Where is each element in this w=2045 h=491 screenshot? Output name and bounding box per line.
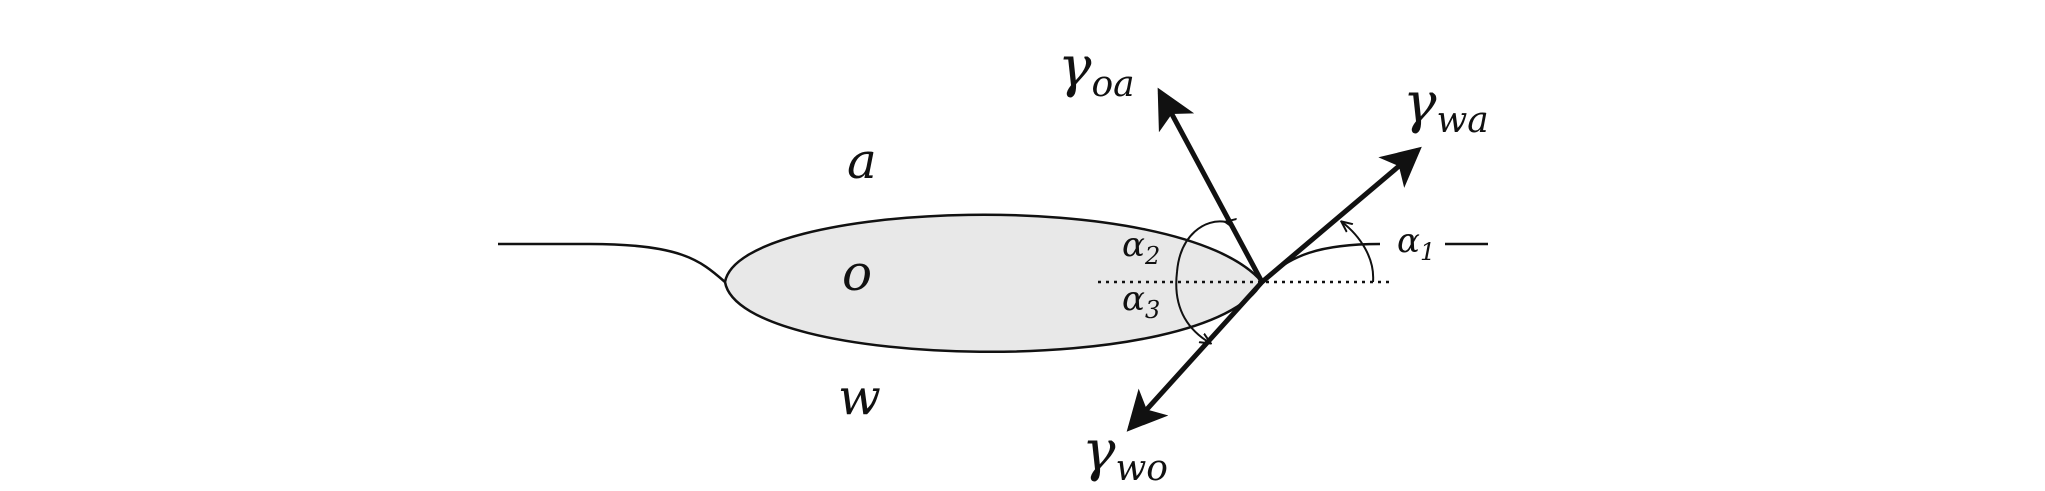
phase-label-water: w	[838, 368, 881, 426]
phase-label-air: a	[847, 132, 877, 190]
tension-vector-water-air	[1260, 146, 1422, 284]
phase-label-oil: o	[842, 244, 872, 302]
angle-label-alpha2: α2	[1122, 225, 1160, 270]
tension-label-water-oil: γwo	[1082, 419, 1168, 489]
tension-label-water-air: γwa	[1403, 71, 1489, 141]
angle-arc-alpha2-alpha3	[1175, 221, 1226, 343]
tension-vector-oil-air	[1157, 87, 1265, 284]
angle-label-alpha3: α3	[1122, 279, 1160, 324]
angle-label-alpha1: α1	[1397, 221, 1435, 266]
tension-label-oil-air: γoa	[1058, 35, 1135, 105]
water-air-interface-right	[1261, 242, 1381, 283]
water-air-interface-left	[498, 242, 726, 283]
oil-lens	[723, 213, 1264, 353]
angle-arc-alpha1	[1342, 222, 1375, 283]
tension-vector-water-oil	[1126, 280, 1264, 432]
